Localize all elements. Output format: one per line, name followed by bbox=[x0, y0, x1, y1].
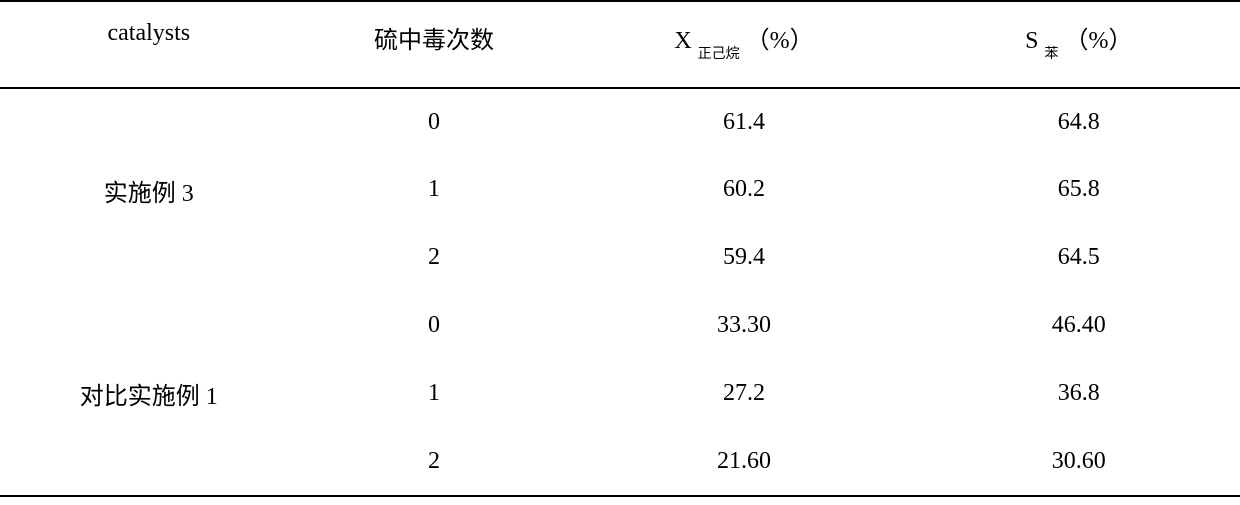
header-sulfur-count: 硫中毒次数 bbox=[298, 1, 571, 88]
cell-count: 0 bbox=[298, 292, 571, 360]
table-header-row: catalysts 硫中毒次数 X 正己烷 （%） S 苯 （%） bbox=[0, 1, 1240, 88]
header-s-suffix: （%） bbox=[1064, 28, 1132, 54]
cell-s: 64.5 bbox=[918, 224, 1240, 292]
header-x-main: X bbox=[674, 28, 691, 54]
header-s-sub: 苯 bbox=[1044, 47, 1058, 62]
catalyst-data-table: catalysts 硫中毒次数 X 正己烷 （%） S 苯 （%） 实施例 3 … bbox=[0, 0, 1240, 497]
cell-count: 0 bbox=[298, 88, 571, 156]
cell-s: 65.8 bbox=[918, 156, 1240, 224]
cell-count: 1 bbox=[298, 360, 571, 428]
cell-x: 27.2 bbox=[570, 360, 917, 428]
group-label-compare1: 对比实施例 1 bbox=[0, 292, 298, 496]
cell-s: 36.8 bbox=[918, 360, 1240, 428]
table-row: 实施例 3 0 61.4 64.8 bbox=[0, 88, 1240, 156]
header-catalysts: catalysts bbox=[0, 1, 298, 88]
header-x-sub: 正己烷 bbox=[698, 47, 740, 62]
header-x-hexane: X 正己烷 （%） bbox=[570, 1, 917, 88]
cell-s: 64.8 bbox=[918, 88, 1240, 156]
header-s-main: S bbox=[1025, 28, 1038, 54]
cell-x: 61.4 bbox=[570, 88, 917, 156]
group-label-example3: 实施例 3 bbox=[0, 88, 298, 292]
cell-x: 59.4 bbox=[570, 224, 917, 292]
cell-x: 21.60 bbox=[570, 428, 917, 496]
cell-x: 60.2 bbox=[570, 156, 917, 224]
table-body: 实施例 3 0 61.4 64.8 1 60.2 65.8 2 59.4 64.… bbox=[0, 88, 1240, 496]
data-table-container: catalysts 硫中毒次数 X 正己烷 （%） S 苯 （%） 实施例 3 … bbox=[0, 0, 1240, 505]
header-x-suffix: （%） bbox=[746, 28, 814, 54]
cell-count: 2 bbox=[298, 428, 571, 496]
cell-x: 33.30 bbox=[570, 292, 917, 360]
cell-count: 1 bbox=[298, 156, 571, 224]
header-s-benzene: S 苯 （%） bbox=[918, 1, 1240, 88]
table-row: 对比实施例 1 0 33.30 46.40 bbox=[0, 292, 1240, 360]
cell-count: 2 bbox=[298, 224, 571, 292]
cell-s: 46.40 bbox=[918, 292, 1240, 360]
cell-s: 30.60 bbox=[918, 428, 1240, 496]
